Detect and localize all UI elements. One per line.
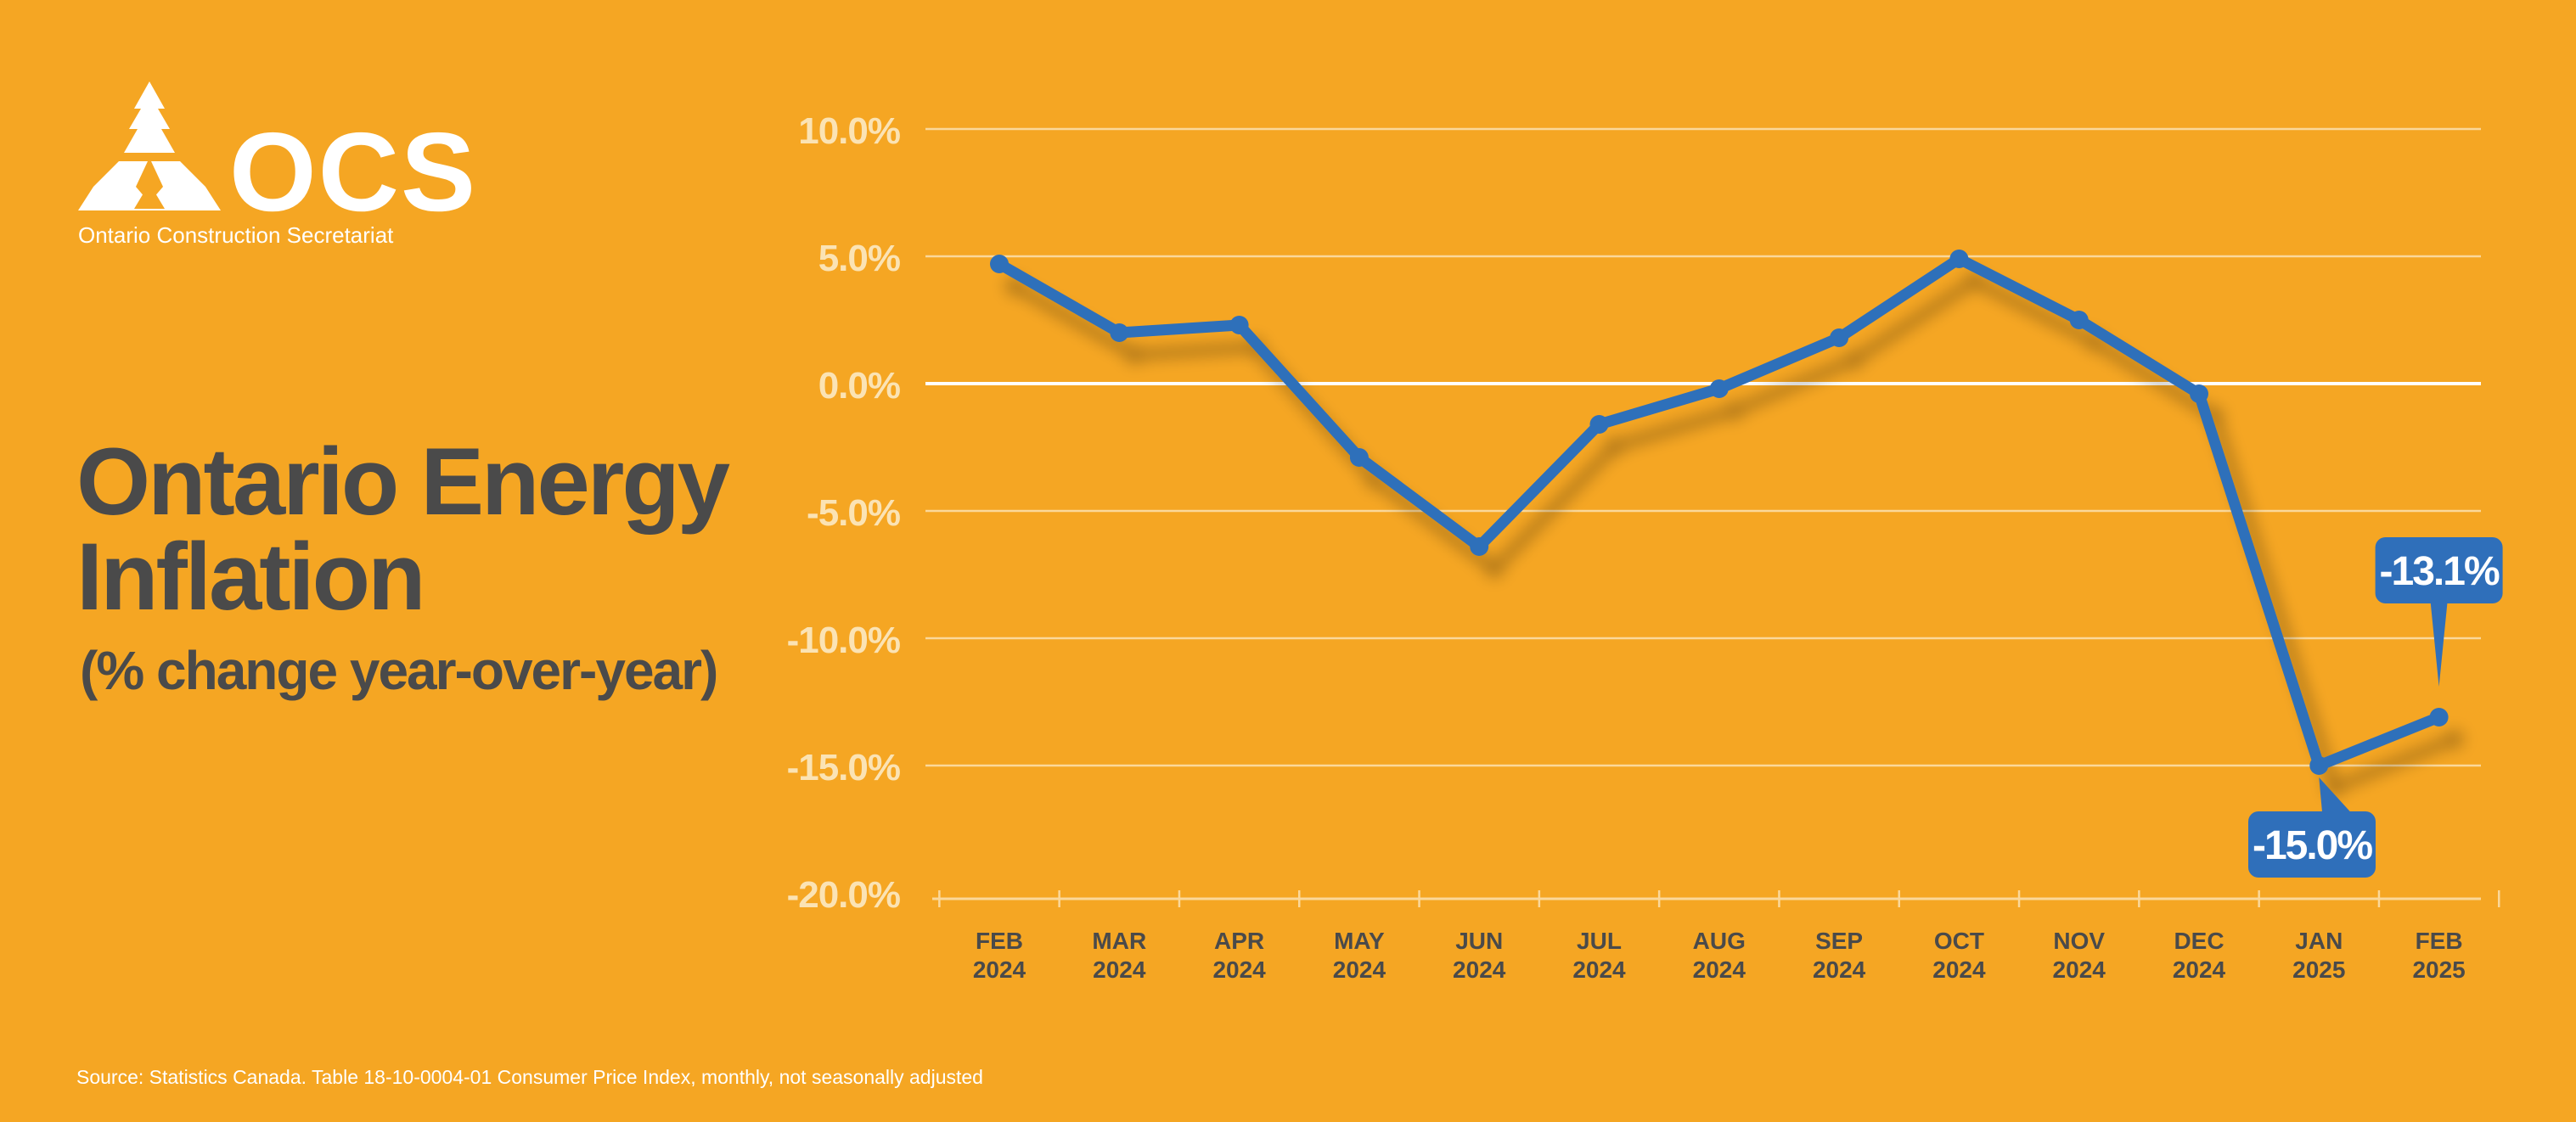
callout-pointer — [2319, 777, 2354, 815]
x-tick-label: NOV — [2053, 928, 2105, 954]
x-tick-label-year: 2024 — [973, 957, 1026, 983]
data-point — [2190, 384, 2208, 403]
x-tick-label-year: 2025 — [2292, 957, 2345, 983]
data-point — [1349, 448, 1369, 467]
data-point — [1110, 323, 1129, 342]
x-tick-label-year: 2024 — [1453, 957, 1506, 983]
x-tick-label-year: 2024 — [1572, 957, 1626, 983]
x-tick-label-year: 2024 — [1813, 957, 1866, 983]
y-tick-label: 0.0% — [818, 365, 900, 407]
y-tick-label: -20.0% — [787, 874, 900, 916]
x-tick-label: JAN — [2295, 928, 2343, 954]
y-tick-label: -5.0% — [807, 492, 900, 534]
data-point — [1830, 328, 1849, 347]
data-point — [1229, 316, 1249, 334]
x-tick-label: FEB — [976, 928, 1023, 954]
data-point — [2429, 708, 2449, 726]
data-point — [1589, 415, 1609, 434]
x-tick-label: JUL — [1577, 928, 1622, 954]
x-tick-label-year: 2025 — [2412, 957, 2465, 983]
y-tick-label: -15.0% — [787, 747, 900, 788]
x-tick-label: SEP — [1815, 928, 1863, 954]
x-tick-label: DEC — [2174, 928, 2224, 954]
callout-label: -13.1% — [2380, 549, 2500, 594]
x-tick-label: JUN — [1455, 928, 1503, 954]
data-point — [1709, 379, 1729, 398]
x-tick-label: APR — [1214, 928, 1264, 954]
callout: -15.0% — [2248, 777, 2376, 878]
x-tick-label: MAY — [1334, 928, 1385, 954]
x-tick-label-year: 2024 — [1932, 957, 1986, 983]
data-point — [1470, 537, 1489, 556]
data-point — [2309, 756, 2329, 775]
x-tick-label-year: 2024 — [2173, 957, 2226, 983]
x-tick-label-year: 2024 — [1693, 957, 1746, 983]
data-point — [1949, 250, 1969, 268]
callout-pointer — [2430, 602, 2448, 687]
callout-label: -15.0% — [2253, 823, 2372, 868]
callout-box — [2248, 811, 2376, 878]
source-note: Source: Statistics Canada. Table 18-10-0… — [76, 1066, 983, 1088]
organization-name: Ontario Construction Secretariat — [78, 222, 394, 248]
logo-wordmark: OCS — [229, 109, 477, 234]
x-tick-label-year: 2024 — [1333, 957, 1386, 983]
data-point — [990, 255, 1009, 273]
y-tick-label: 10.0% — [798, 110, 900, 152]
x-tick-label-year: 2024 — [1212, 957, 1266, 983]
series-line — [993, 253, 2445, 771]
x-tick-label-year: 2024 — [2053, 957, 2106, 983]
callout-box — [2375, 537, 2503, 603]
maple-leaf-icon — [78, 81, 221, 210]
callout: -13.1% — [2375, 537, 2503, 687]
x-tick-label: FEB — [2416, 928, 2463, 954]
x-tick-label: OCT — [1934, 928, 1984, 954]
y-tick-label: 5.0% — [818, 238, 900, 279]
x-tick-label: AUG — [1693, 928, 1746, 954]
ocs-logo: OCS — [78, 81, 477, 234]
x-tick-label: MAR — [1092, 928, 1146, 954]
data-point — [2069, 311, 2089, 329]
chart-title: Ontario Energy Inflation — [76, 429, 730, 630]
chart-subtitle: (% change year-over-year) — [80, 640, 718, 701]
y-tick-label: -10.0% — [787, 620, 900, 661]
x-tick-label-year: 2024 — [1093, 957, 1146, 983]
